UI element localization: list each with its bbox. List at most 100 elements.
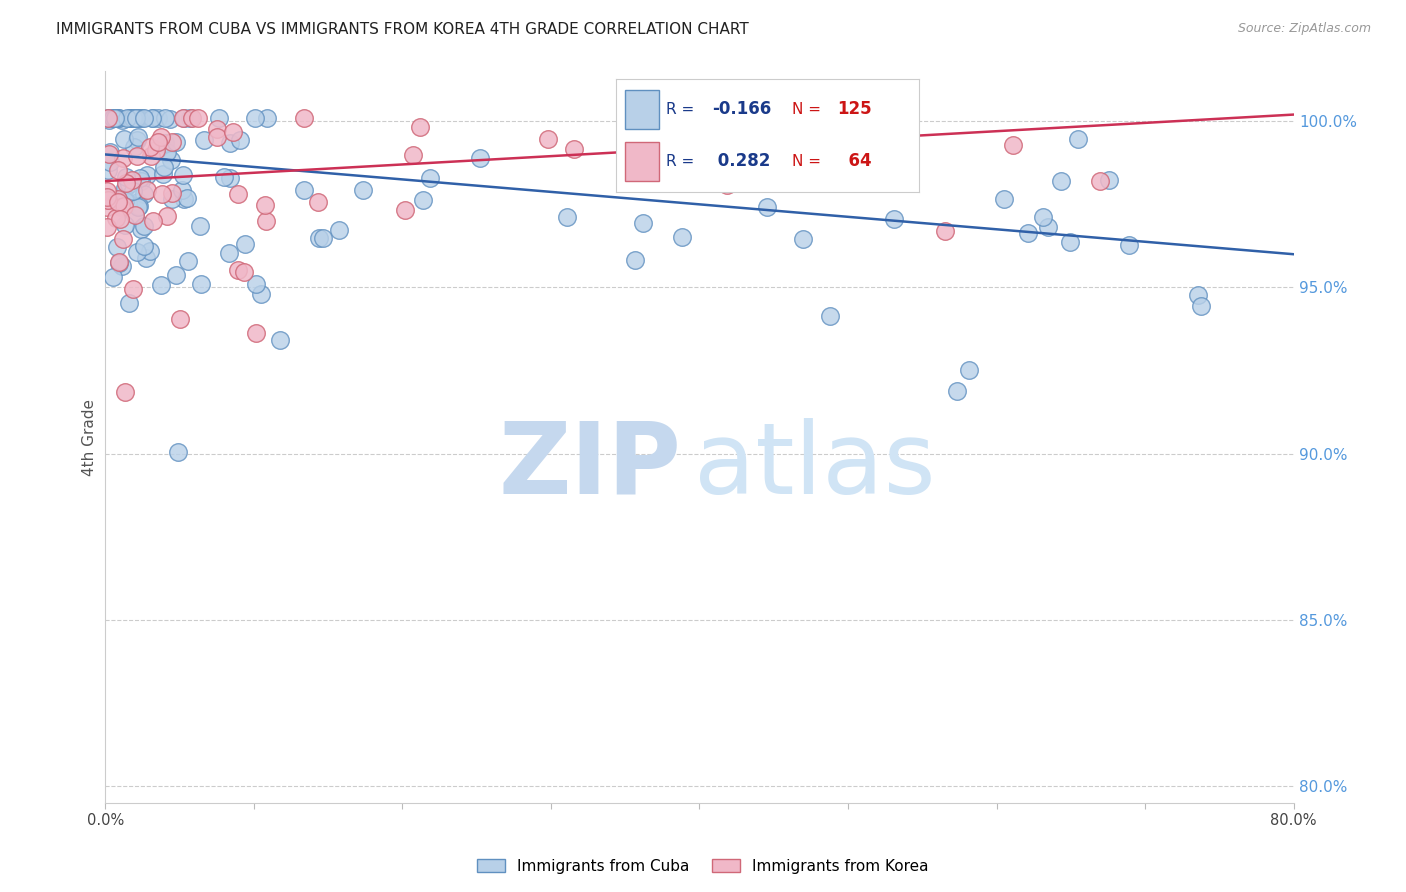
Point [145, 143, 167, 157]
Point [124, 111, 146, 125]
Point [128, 111, 150, 125]
Point [111, 232, 134, 246]
Point [624, 252, 647, 267]
Text: N =: N = [792, 154, 825, 169]
Point [755, 200, 778, 214]
Point [957, 363, 980, 377]
Point [165, 135, 187, 149]
Point [537, 132, 560, 146]
Point [122, 184, 145, 198]
Point [141, 149, 163, 163]
Point [138, 139, 160, 153]
Point [127, 201, 149, 215]
Point [172, 168, 194, 182]
Point [155, 209, 177, 223]
Point [127, 149, 149, 163]
Point [1067, 131, 1090, 145]
Point [114, 181, 136, 195]
Bar [626, 142, 659, 181]
Text: 0.282: 0.282 [711, 153, 770, 170]
Point [115, 176, 138, 190]
Point [101, 111, 124, 125]
Point [269, 334, 291, 348]
Point [292, 111, 315, 125]
Point [153, 160, 176, 174]
Point [135, 168, 157, 182]
Point [118, 111, 141, 125]
Point [883, 212, 905, 227]
Point [114, 198, 136, 212]
Point [1017, 226, 1039, 240]
Point [104, 111, 127, 125]
Point [107, 255, 129, 269]
Point [555, 210, 578, 224]
Point [312, 231, 335, 245]
Point [160, 135, 183, 149]
Point [101, 111, 124, 125]
Point [418, 170, 440, 185]
Point [685, 111, 707, 125]
Point [162, 192, 184, 206]
Point [107, 192, 129, 206]
Point [1189, 299, 1212, 313]
Point [1098, 173, 1121, 187]
Point [1088, 174, 1111, 188]
Point [114, 194, 136, 208]
Point [166, 444, 188, 458]
Point [153, 111, 176, 125]
Point [125, 111, 148, 125]
Point [122, 111, 145, 125]
Point [562, 142, 585, 156]
Point [114, 219, 136, 233]
Point [96, 200, 118, 214]
Point [108, 211, 131, 226]
Y-axis label: 4th Grade: 4th Grade [82, 399, 97, 475]
Point [114, 169, 136, 184]
Point [219, 171, 242, 186]
Point [190, 277, 212, 291]
Point [181, 111, 204, 125]
Point [131, 111, 153, 125]
Point [156, 145, 179, 160]
Point [1118, 238, 1140, 252]
Point [308, 231, 330, 245]
Point [117, 111, 139, 125]
Point [108, 111, 131, 125]
Point [107, 163, 129, 178]
Point [946, 384, 969, 398]
Point [468, 151, 491, 165]
Point [1001, 137, 1024, 152]
Text: 80.0%: 80.0% [1270, 813, 1317, 828]
Point [124, 208, 146, 222]
Point [127, 111, 149, 125]
Legend: Immigrants from Cuba, Immigrants from Korea: Immigrants from Cuba, Immigrants from Ko… [471, 853, 935, 880]
Point [409, 120, 432, 135]
Point [112, 131, 135, 145]
Point [136, 183, 159, 197]
Point [141, 111, 163, 125]
Point [118, 296, 141, 310]
Point [152, 187, 174, 202]
Point [98, 193, 121, 207]
Point [173, 111, 195, 125]
Point [160, 153, 183, 167]
Point [173, 192, 195, 206]
Point [193, 133, 215, 147]
Point [292, 184, 315, 198]
Bar [626, 90, 659, 128]
Point [226, 187, 249, 202]
Point [716, 178, 738, 192]
Text: 125: 125 [838, 100, 872, 119]
Point [229, 133, 252, 147]
Point [402, 147, 425, 161]
Point [243, 111, 266, 125]
Point [233, 265, 256, 279]
Point [1032, 210, 1054, 224]
Point [97, 193, 120, 207]
Text: N =: N = [792, 102, 825, 117]
Point [96, 190, 118, 204]
Point [122, 140, 145, 154]
Point [114, 385, 136, 400]
Point [138, 244, 160, 258]
Point [97, 111, 120, 125]
